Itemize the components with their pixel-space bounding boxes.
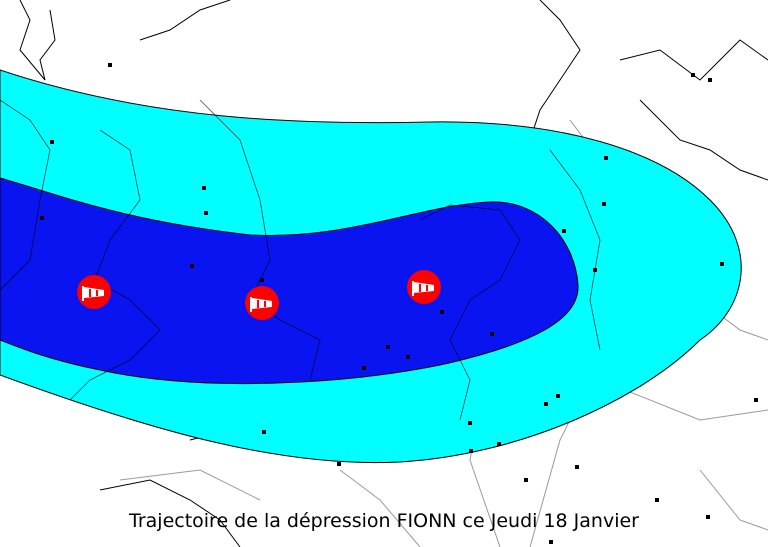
- coastlines-overlay: [0, 99, 601, 421]
- windsock-icon: [250, 297, 272, 312]
- storm-marker: [77, 275, 111, 309]
- windsock-icon: [82, 286, 104, 301]
- city-markers: [40, 63, 758, 544]
- windsock-icon: [412, 281, 434, 296]
- map-caption: Trajectoire de la dépression FIONN ce Je…: [129, 510, 639, 532]
- inner-impact-zone: [0, 177, 579, 385]
- storm-marker: [407, 270, 441, 304]
- storm-marker: [245, 286, 279, 320]
